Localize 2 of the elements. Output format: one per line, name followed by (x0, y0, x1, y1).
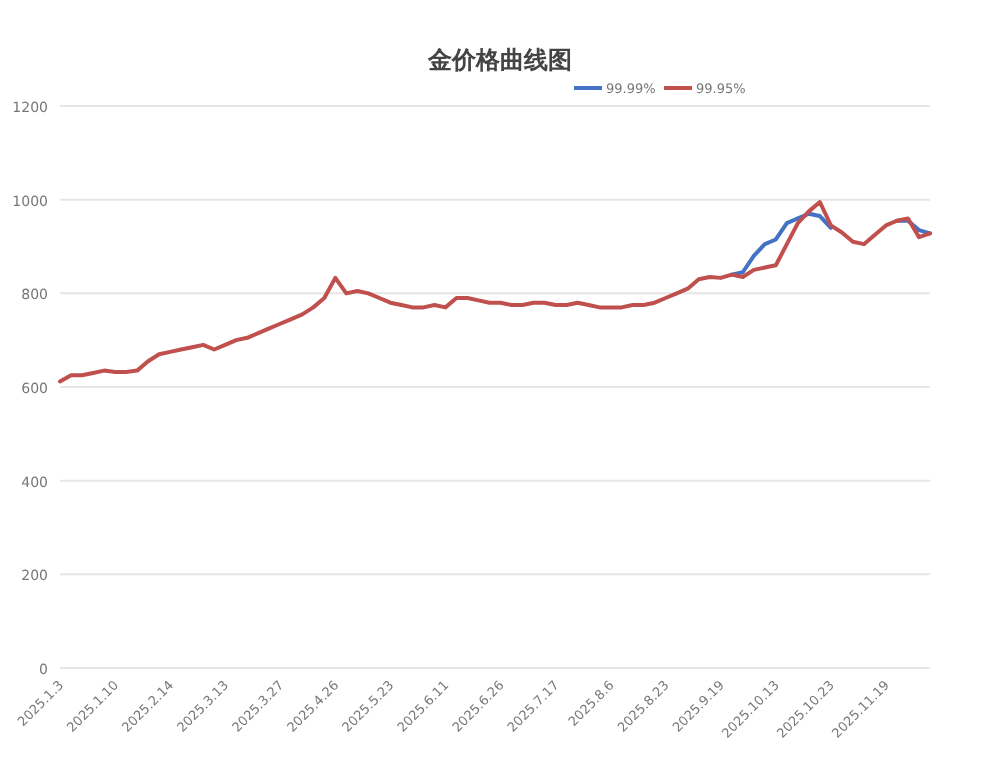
line-series (58, 200, 932, 384)
chart-title: 金价格曲线图 (426, 46, 572, 74)
